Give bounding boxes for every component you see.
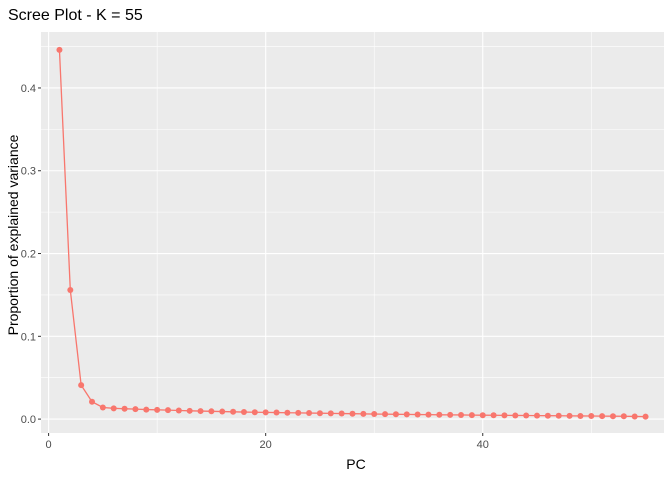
data-point <box>230 408 237 415</box>
y-axis-title: Proportion of explained variance <box>5 134 21 335</box>
data-point <box>251 409 258 416</box>
data-point <box>468 412 475 419</box>
data-point <box>110 405 117 412</box>
y-tick-label: 0.4 <box>21 83 36 95</box>
plot-panel <box>41 32 664 433</box>
data-point <box>479 412 486 419</box>
data-point <box>186 407 193 414</box>
data-point <box>208 408 215 415</box>
data-point <box>67 286 74 293</box>
data-point <box>164 407 171 414</box>
data-point <box>306 410 313 417</box>
y-tick-label: 0.0 <box>21 414 36 426</box>
x-tick-label: 40 <box>477 439 489 451</box>
data-point <box>154 406 161 413</box>
data-point <box>240 409 247 416</box>
data-point <box>392 411 399 418</box>
data-point <box>295 409 302 416</box>
major-gridlines <box>41 32 664 433</box>
data-point <box>382 411 389 418</box>
y-tick-label: 0.2 <box>21 249 36 261</box>
data-point <box>447 411 454 418</box>
data-point <box>78 382 85 389</box>
data-point <box>349 410 356 417</box>
data-point <box>99 404 106 411</box>
y-axis: 0.0 0.1 0.2 0.3 0.4 <box>21 83 41 426</box>
data-point <box>403 411 410 418</box>
data-point <box>425 411 432 418</box>
data-point <box>555 412 562 419</box>
chart-title: Scree Plot - K = 55 <box>8 7 143 24</box>
data-point <box>284 409 291 416</box>
data-point <box>273 409 280 416</box>
x-tick-label: 0 <box>46 439 52 451</box>
data-point <box>588 413 595 420</box>
data-point <box>501 412 508 419</box>
data-point <box>436 411 443 418</box>
data-point <box>262 409 269 416</box>
x-tick-label: 20 <box>260 439 272 451</box>
data-point <box>327 410 334 417</box>
minor-gridlines <box>41 32 664 433</box>
data-point <box>577 412 584 419</box>
data-point <box>534 412 541 419</box>
data-point <box>490 412 497 419</box>
data-point <box>512 412 519 419</box>
data-point <box>89 398 96 405</box>
data-point <box>599 413 606 420</box>
x-axis-title: PC <box>346 456 365 472</box>
data-point <box>620 413 627 420</box>
data-point <box>631 413 638 420</box>
y-tick-label: 0.3 <box>21 166 36 178</box>
data-point <box>360 410 367 417</box>
data-point <box>219 408 226 415</box>
data-point <box>544 412 551 419</box>
data-point <box>132 406 139 413</box>
data-point <box>566 412 573 419</box>
y-tick-label: 0.1 <box>21 331 36 343</box>
data-point <box>523 412 530 419</box>
data-point <box>609 413 616 420</box>
data-point <box>121 405 128 412</box>
data-point <box>197 408 204 415</box>
data-point <box>316 410 323 417</box>
series-layer <box>56 46 649 420</box>
data-point <box>371 411 378 418</box>
data-point <box>642 413 649 420</box>
data-point <box>175 407 182 414</box>
data-point <box>338 410 345 417</box>
data-point <box>414 411 421 418</box>
data-point <box>143 406 150 413</box>
data-point <box>56 46 63 53</box>
x-axis: 0 20 40 <box>46 433 489 451</box>
data-point <box>458 411 465 418</box>
